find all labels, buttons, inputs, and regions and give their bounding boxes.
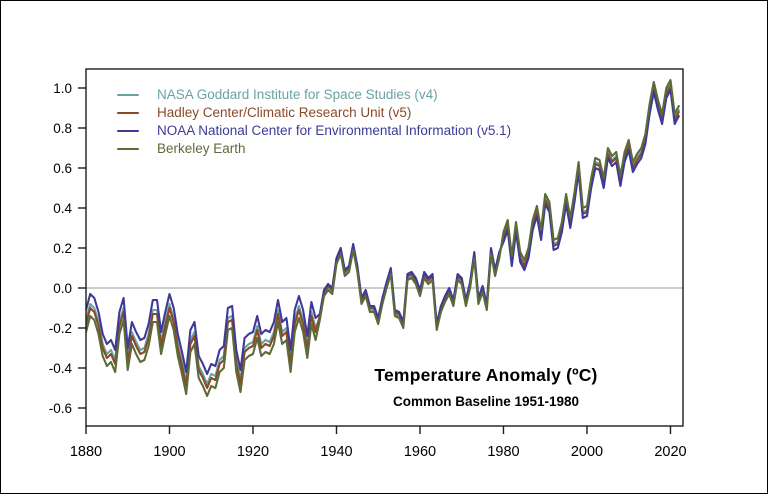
- y-tick-label: 0.8: [53, 121, 72, 136]
- x-tick-label: 1880: [70, 444, 102, 460]
- x-tick-label: 2000: [571, 444, 603, 460]
- x-tick-label: 1940: [320, 444, 352, 460]
- legend-line-swatch: [117, 147, 139, 151]
- chart-title: Temperature Anomaly (ºC): [374, 365, 598, 385]
- y-tick-label: 0.2: [53, 241, 72, 256]
- legend-label: Hadley Center/Climatic Research Unit (v5…: [157, 105, 412, 120]
- chart-legend: NASA Goddard Institute for Space Studies…: [117, 86, 511, 158]
- y-tick-label: -0.4: [49, 361, 73, 376]
- legend-label: NOAA National Center for Environmental I…: [157, 123, 512, 138]
- y-tick-label: 0.6: [53, 161, 72, 176]
- y-axis: -0.6 -0.4 -0.2 0.0 0.2 0.4 0.6 0.8 1.0: [49, 81, 86, 416]
- x-axis: 1880 1900 1920 1940 1960 1980 2000 2020: [70, 426, 687, 460]
- legend-item-noaa-national-center-for-environmental-information-v5-1: NOAA National Center for Environmental I…: [117, 122, 511, 140]
- x-tick-label: 1900: [153, 444, 185, 460]
- y-tick-label: 1.0: [53, 81, 72, 96]
- legend-item-nasa-goddard-institute-for-space-studies-v4: NASA Goddard Institute for Space Studies…: [117, 86, 511, 104]
- legend-line-swatch: [117, 111, 139, 115]
- legend-item-berkeley-earth: Berkeley Earth: [117, 140, 511, 158]
- x-tick-label: 1960: [404, 444, 436, 460]
- y-tick-label: -0.6: [49, 401, 72, 416]
- legend-label: Berkeley Earth: [157, 141, 246, 156]
- x-tick-label: 1980: [487, 444, 519, 460]
- y-tick-label: 0.4: [53, 201, 72, 216]
- chart-subtitle: Common Baseline 1951-1980: [392, 394, 580, 409]
- y-tick-label: -0.2: [49, 321, 72, 336]
- chart-title-block: Temperature Anomaly (ºC) Common Baseline…: [331, 365, 641, 409]
- legend-line-swatch: [117, 93, 139, 97]
- legend-item-hadley-center-climatic-research-unit-v5: Hadley Center/Climatic Research Unit (v5…: [117, 104, 511, 122]
- y-tick-label: 0.0: [53, 281, 72, 296]
- x-tick-label: 2020: [654, 444, 686, 460]
- legend-label: NASA Goddard Institute for Space Studies…: [157, 87, 438, 102]
- series-line-berkeley-earth: [86, 78, 680, 398]
- series-lines: [86, 78, 680, 398]
- x-tick-label: 1920: [237, 444, 269, 460]
- legend-line-swatch: [117, 129, 139, 133]
